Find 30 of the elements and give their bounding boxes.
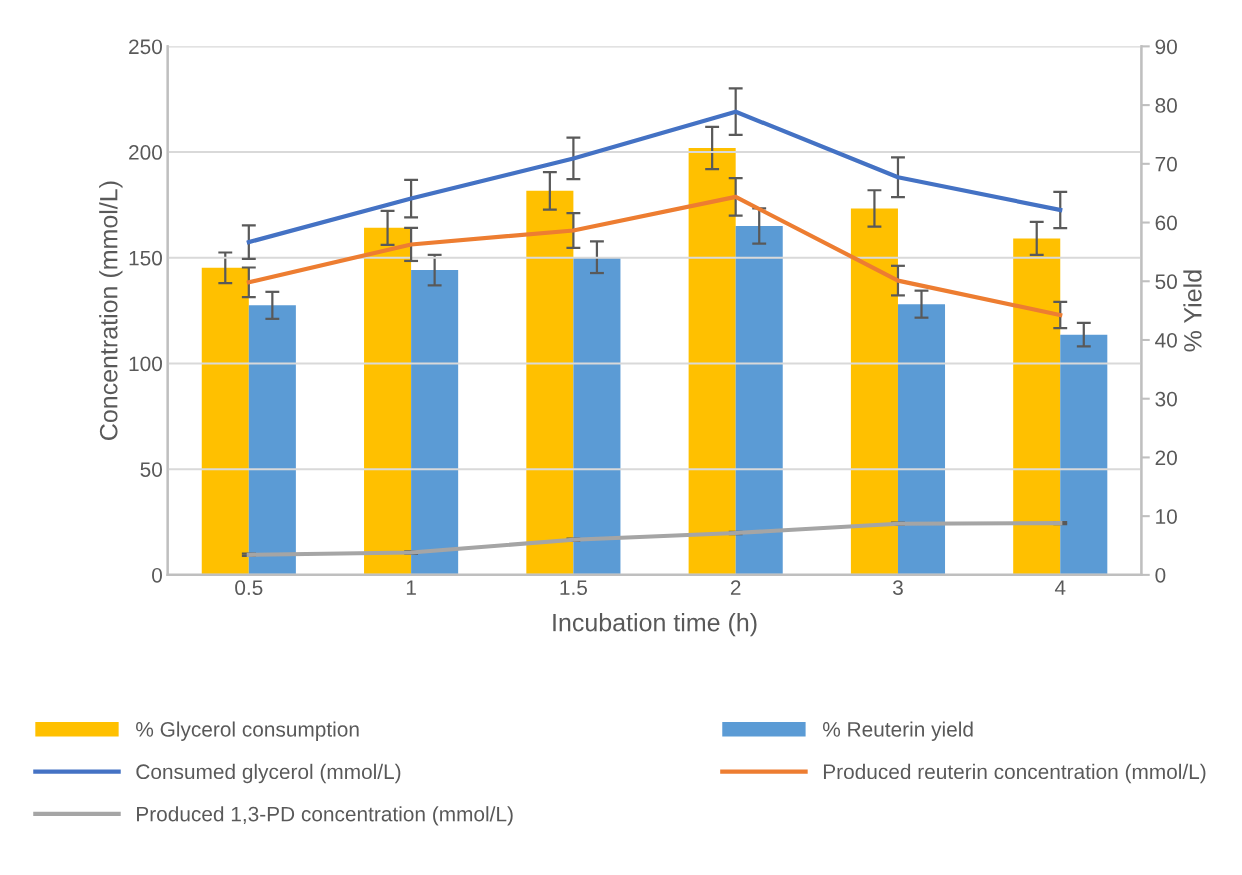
y2-axis-title: % Yield <box>1183 270 1202 352</box>
x-tick-label: 3 <box>892 580 903 596</box>
y2-tick-label: 40 <box>1155 332 1177 348</box>
y2-tick-label: 70 <box>1155 156 1177 172</box>
y2-tick-label: 30 <box>1155 391 1177 407</box>
y2-tick-label: 10 <box>1156 509 1177 524</box>
y-tick-label: 250 <box>129 39 162 55</box>
y-tick-label: 200 <box>129 145 162 160</box>
x-tick-label: 1.5 <box>560 580 587 596</box>
legend-label: Consumed glycerol (mmol/L) <box>136 763 401 784</box>
y-tick-label: 0 <box>152 567 162 583</box>
y2-tick-label: 60 <box>1155 215 1177 231</box>
y2-tick-label: 80 <box>1155 98 1177 113</box>
legend-label: % Glycerol consumption <box>136 721 359 741</box>
x-tick-label: 2 <box>730 580 741 595</box>
legend-label: % Reuterin yield <box>823 721 973 741</box>
y-tick-label: 150 <box>129 250 162 266</box>
y2-tick-label: 90 <box>1155 39 1177 55</box>
y2-tick-label: 50 <box>1155 274 1177 290</box>
x-tick-label: 0.5 <box>235 580 263 596</box>
y-tick-label: 50 <box>140 462 162 477</box>
y2-tick-label: 0 <box>1155 567 1166 583</box>
legend-label: Produced reuterin concentration (mmol/L) <box>823 763 1206 784</box>
y-tick-label: 100 <box>129 356 162 372</box>
x-axis-title: Incubation time (h) <box>553 613 757 637</box>
y2-tick-label: 20 <box>1155 450 1177 466</box>
y-axis-title: Concentration (mmol/L) <box>99 181 123 440</box>
legend-label: Produced 1,3-PD concentration (mmol/L) <box>137 806 513 826</box>
x-tick-label: 4 <box>1054 580 1066 595</box>
x-tick-label: 1 <box>406 580 416 595</box>
